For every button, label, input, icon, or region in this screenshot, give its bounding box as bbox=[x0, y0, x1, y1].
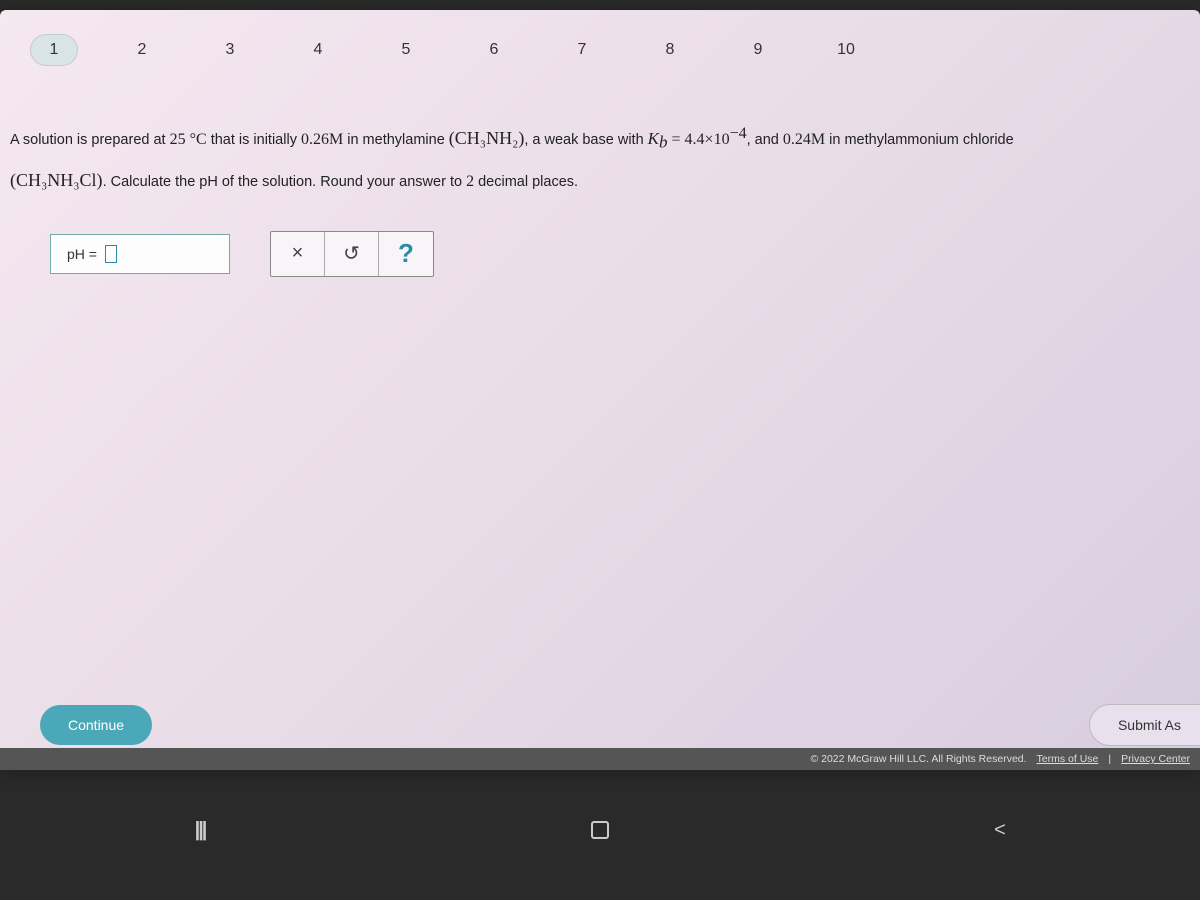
q-conc1: 0.26M bbox=[301, 131, 343, 148]
question-text: A solution is prepared at 25 °C that is … bbox=[10, 116, 1190, 201]
ph-answer-input[interactable]: pH = bbox=[50, 234, 230, 274]
q-conc2: 0.24M bbox=[783, 131, 825, 148]
terms-link[interactable]: Terms of Use bbox=[1037, 753, 1099, 765]
q-kb-exp: −4 bbox=[730, 125, 747, 142]
q-text: . Calculate the pH of the solution. Roun… bbox=[103, 174, 467, 190]
q-text: , and bbox=[747, 132, 783, 148]
q-text: that is initially bbox=[207, 132, 301, 148]
answer-placeholder-box bbox=[105, 245, 117, 263]
copyright-bar: © 2022 McGraw Hill LLC. All Rights Reser… bbox=[0, 748, 1200, 770]
privacy-link[interactable]: Privacy Center bbox=[1121, 753, 1190, 765]
separator: | bbox=[1108, 753, 1111, 765]
nav-tab-6[interactable]: 6 bbox=[470, 34, 518, 66]
recents-icon: ||| bbox=[195, 819, 206, 842]
question-nav-tabs: 1 2 3 4 5 6 7 8 9 10 bbox=[0, 10, 1200, 86]
nav-tab-4[interactable]: 4 bbox=[294, 34, 342, 66]
home-button[interactable] bbox=[580, 810, 620, 850]
nav-tab-5[interactable]: 5 bbox=[382, 34, 430, 66]
clear-button[interactable]: × bbox=[271, 232, 325, 276]
nav-tab-10[interactable]: 10 bbox=[822, 34, 870, 66]
recents-button[interactable]: ||| bbox=[180, 810, 220, 850]
app-window: 1 2 3 4 5 6 7 8 9 10 A solution is prepa… bbox=[0, 10, 1200, 770]
back-icon: < bbox=[994, 819, 1006, 842]
q-kb-eq: = 4.4×10 bbox=[668, 131, 730, 148]
device-navigation-bar: ||| < bbox=[0, 800, 1200, 860]
continue-button[interactable]: Continue bbox=[40, 705, 152, 745]
answer-row: pH = × ↺ ? bbox=[10, 231, 1190, 277]
q-text: decimal places. bbox=[474, 174, 578, 190]
reset-button[interactable]: ↺ bbox=[325, 232, 379, 276]
footer-row: Continue Submit As bbox=[0, 704, 1200, 746]
home-icon bbox=[591, 821, 609, 839]
submit-assignment-button[interactable]: Submit As bbox=[1089, 704, 1200, 746]
q-text: in methylamine bbox=[343, 132, 449, 148]
nav-tab-3[interactable]: 3 bbox=[206, 34, 254, 66]
question-area: A solution is prepared at 25 °C that is … bbox=[0, 86, 1200, 770]
q-temp: 25 °C bbox=[170, 131, 207, 148]
nav-tab-9[interactable]: 9 bbox=[734, 34, 782, 66]
answer-tools: × ↺ ? bbox=[270, 231, 434, 277]
q-decimals: 2 bbox=[466, 173, 474, 190]
q-formula2: (CH₃NH₃Cl) bbox=[10, 170, 103, 190]
nav-tab-8[interactable]: 8 bbox=[646, 34, 694, 66]
back-button[interactable]: < bbox=[980, 810, 1020, 850]
q-kb-sub: b bbox=[659, 133, 668, 152]
q-formula1: (CH₃NH₂) bbox=[449, 128, 525, 148]
q-kb-var: K bbox=[648, 129, 659, 148]
nav-tab-7[interactable]: 7 bbox=[558, 34, 606, 66]
q-text: in methylammonium chloride bbox=[825, 132, 1014, 148]
x-icon: × bbox=[292, 242, 304, 265]
reset-icon: ↺ bbox=[343, 241, 360, 266]
q-text: , a weak base with bbox=[524, 132, 647, 148]
question-mark-icon: ? bbox=[398, 238, 414, 269]
nav-tab-1[interactable]: 1 bbox=[30, 34, 78, 66]
help-button[interactable]: ? bbox=[379, 232, 433, 276]
ph-label: pH = bbox=[67, 246, 97, 262]
q-text: A solution is prepared at bbox=[10, 132, 170, 148]
nav-tab-2[interactable]: 2 bbox=[118, 34, 166, 66]
copyright-text: © 2022 McGraw Hill LLC. All Rights Reser… bbox=[810, 753, 1026, 765]
